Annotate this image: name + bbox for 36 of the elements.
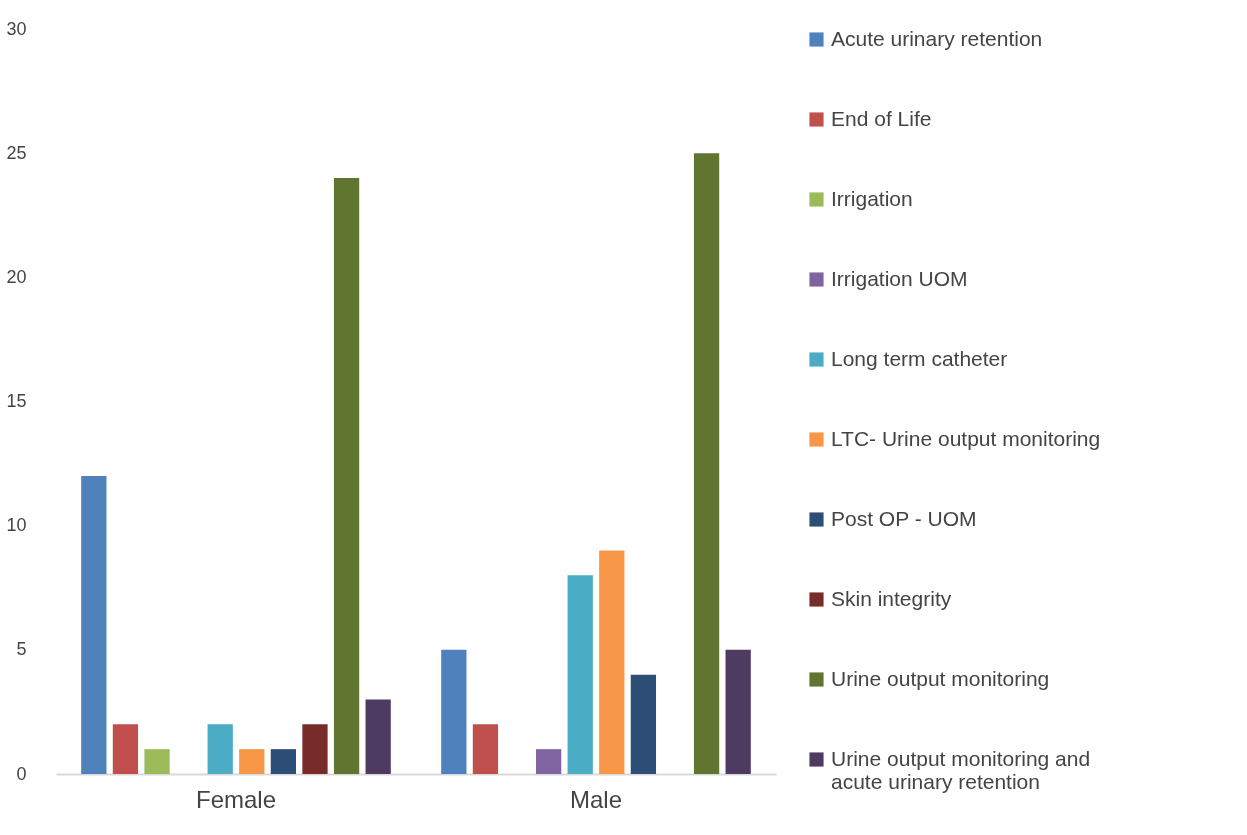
x-tick-label: Male xyxy=(569,785,623,813)
bar xyxy=(81,476,107,774)
bar xyxy=(365,699,391,774)
bar xyxy=(144,749,170,774)
bar xyxy=(630,674,657,774)
bar xyxy=(472,724,499,774)
legend-label: Acute urinary retention xyxy=(831,26,1043,50)
bar xyxy=(333,178,360,774)
legend-label: Irrigation xyxy=(831,186,913,210)
y-tick-label: 30 xyxy=(6,18,27,39)
legend-label: Urine output monitoring and acute urinary retention xyxy=(831,746,1091,793)
y-tick-label: 10 xyxy=(6,515,27,536)
legend-label: LTC- Urine output monitoring xyxy=(831,426,1101,450)
bar xyxy=(725,649,751,774)
bar xyxy=(239,749,265,774)
bar xyxy=(599,550,625,774)
legend-label: Skin integrity xyxy=(831,586,952,610)
legend-label: End of Life xyxy=(831,106,932,130)
bar xyxy=(207,724,233,774)
y-tick-label: 20 xyxy=(6,266,27,287)
bar xyxy=(302,724,328,774)
legend-label: Urine output monitoring xyxy=(831,666,1050,690)
y-tick-label: 25 xyxy=(6,142,27,163)
bar xyxy=(535,749,562,774)
bar xyxy=(112,724,139,774)
bar xyxy=(270,749,297,774)
x-tick-label: Female xyxy=(195,785,277,813)
bar xyxy=(693,153,720,774)
y-tick-label: 15 xyxy=(6,391,27,411)
bar xyxy=(567,575,593,774)
bar xyxy=(441,649,467,774)
y-tick-label: 0 xyxy=(16,763,27,784)
legend-label: Irrigation UOM xyxy=(831,266,968,290)
legend-label: Long term catheter xyxy=(831,346,1008,370)
legend-label: Post OP - UOM xyxy=(831,506,977,530)
y-tick-label: 5 xyxy=(16,639,27,660)
